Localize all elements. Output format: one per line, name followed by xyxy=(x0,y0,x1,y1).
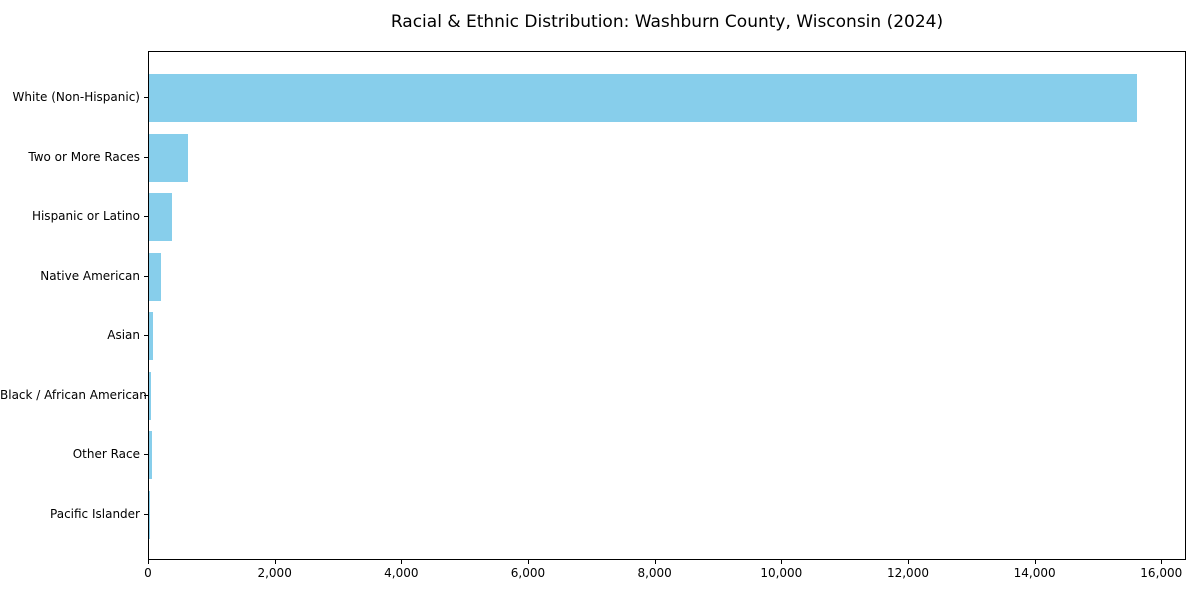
bar-other-race xyxy=(149,431,153,480)
y-label-hispanic-or-latino: Hispanic or Latino xyxy=(31,209,140,224)
chart-title: Racial & Ethnic Distribution: Washburn C… xyxy=(390,12,944,32)
y-label-white-non-hispanic: White (Non-Hispanic) xyxy=(12,90,140,104)
y-tick-mark xyxy=(144,514,148,515)
y-label-two-or-more-races: Two or More Races xyxy=(28,149,140,164)
x-tick-mark xyxy=(907,560,909,564)
y-label-black-african-american: Black / African American xyxy=(0,387,147,402)
y-label-other-race: Other Race xyxy=(72,447,140,462)
plot-area xyxy=(148,51,1186,560)
bar-native-american xyxy=(149,252,162,301)
x-tick-mark xyxy=(148,560,149,564)
x-tick-label-4-000: 4,000 xyxy=(384,566,419,580)
x-tick-label-12-000: 12,000 xyxy=(886,566,929,580)
x-tick-mark xyxy=(401,560,403,564)
x-tick-label-14-000: 14,000 xyxy=(1013,566,1056,580)
y-tick-mark xyxy=(144,335,148,337)
bar-white-non-hispanic xyxy=(149,74,1137,122)
y-tick-mark xyxy=(144,394,148,396)
y-tick-mark xyxy=(144,97,148,98)
y-tick-mark xyxy=(144,156,148,158)
x-tick-label-8-000: 8,000 xyxy=(637,566,672,580)
bar-two-or-more-races xyxy=(149,133,188,182)
x-tick-label-2-000: 2,000 xyxy=(257,566,292,580)
bar-black-african-american xyxy=(149,371,152,420)
x-tick-mark xyxy=(654,560,656,564)
y-label-pacific-islander: Pacific Islander xyxy=(50,507,140,521)
y-label-asian: Asian xyxy=(107,328,140,343)
x-tick-mark xyxy=(527,560,529,564)
bar-asian xyxy=(149,312,154,361)
y-label-native-american: Native American xyxy=(40,268,140,283)
x-tick-label-10-000: 10,000 xyxy=(760,566,803,580)
x-tick-label-0: 0 xyxy=(144,566,152,580)
x-tick-mark xyxy=(1161,560,1163,564)
x-tick-label-16-000: 16,000 xyxy=(1140,566,1183,580)
bar-hispanic-or-latino xyxy=(149,193,172,242)
x-tick-mark xyxy=(274,560,276,564)
y-tick-mark xyxy=(144,275,148,277)
y-tick-mark xyxy=(144,216,148,218)
x-tick-mark xyxy=(1034,560,1036,564)
y-tick-mark xyxy=(144,454,148,456)
x-tick-mark xyxy=(781,560,783,564)
x-tick-label-6-000: 6,000 xyxy=(510,566,546,580)
